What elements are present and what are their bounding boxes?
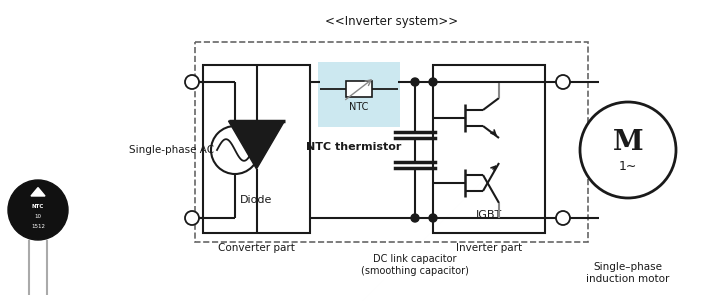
Text: 10: 10 xyxy=(34,215,41,219)
Circle shape xyxy=(411,78,419,86)
Circle shape xyxy=(429,78,437,86)
FancyBboxPatch shape xyxy=(433,65,545,233)
Circle shape xyxy=(8,180,68,240)
Circle shape xyxy=(211,126,259,174)
Text: NTC: NTC xyxy=(349,102,369,112)
Text: 1512: 1512 xyxy=(31,225,45,229)
Polygon shape xyxy=(31,188,45,196)
Text: NTC: NTC xyxy=(32,203,44,209)
Circle shape xyxy=(411,214,419,222)
Text: 1∼: 1∼ xyxy=(619,160,637,172)
Text: DC link capacitor
(smoothing capacitor): DC link capacitor (smoothing capacitor) xyxy=(361,254,469,276)
Text: Diode: Diode xyxy=(240,195,273,205)
FancyBboxPatch shape xyxy=(318,62,400,127)
Text: <<Inverter system>>: <<Inverter system>> xyxy=(325,15,458,29)
Text: Converter part: Converter part xyxy=(218,243,295,253)
Circle shape xyxy=(580,102,676,198)
Circle shape xyxy=(556,211,570,225)
Text: NTC thermistor: NTC thermistor xyxy=(306,142,402,152)
Circle shape xyxy=(429,214,437,222)
Polygon shape xyxy=(229,121,285,169)
Circle shape xyxy=(185,75,199,89)
FancyBboxPatch shape xyxy=(203,65,310,233)
Circle shape xyxy=(185,211,199,225)
Text: Single–phase
induction motor: Single–phase induction motor xyxy=(586,262,669,284)
Text: Inverter part: Inverter part xyxy=(456,243,522,253)
Text: Single-phase AC: Single-phase AC xyxy=(130,145,215,155)
FancyBboxPatch shape xyxy=(346,81,372,97)
Text: M: M xyxy=(613,129,644,156)
Circle shape xyxy=(556,75,570,89)
Text: IGBT: IGBT xyxy=(476,210,502,220)
